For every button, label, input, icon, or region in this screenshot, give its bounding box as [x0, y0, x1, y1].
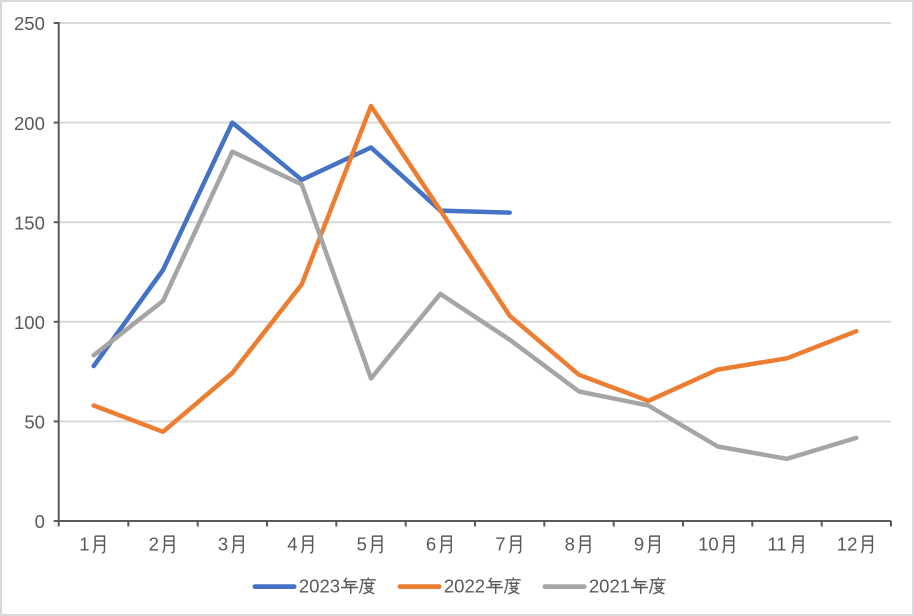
svg-text:100: 100 [14, 312, 45, 333]
svg-text:50: 50 [24, 412, 45, 433]
svg-text:4: 4 [287, 534, 297, 555]
svg-text:2023: 2023 [299, 576, 340, 597]
svg-text:8: 8 [565, 534, 575, 555]
svg-text:250: 250 [14, 13, 45, 34]
svg-text:6: 6 [426, 534, 436, 555]
svg-text:10: 10 [698, 534, 719, 555]
svg-text:7: 7 [495, 534, 505, 555]
svg-text:150: 150 [14, 212, 45, 233]
svg-text:1: 1 [79, 534, 89, 555]
svg-text:9: 9 [634, 534, 644, 555]
svg-text:200: 200 [14, 113, 45, 134]
svg-text:12: 12 [837, 534, 858, 555]
svg-text:5: 5 [357, 534, 367, 555]
svg-text:0: 0 [35, 511, 45, 532]
svg-text:11: 11 [767, 534, 786, 555]
svg-text:2021: 2021 [589, 576, 630, 597]
svg-text:2: 2 [149, 534, 159, 555]
svg-text:3: 3 [218, 534, 228, 555]
svg-text:2022: 2022 [444, 576, 485, 597]
